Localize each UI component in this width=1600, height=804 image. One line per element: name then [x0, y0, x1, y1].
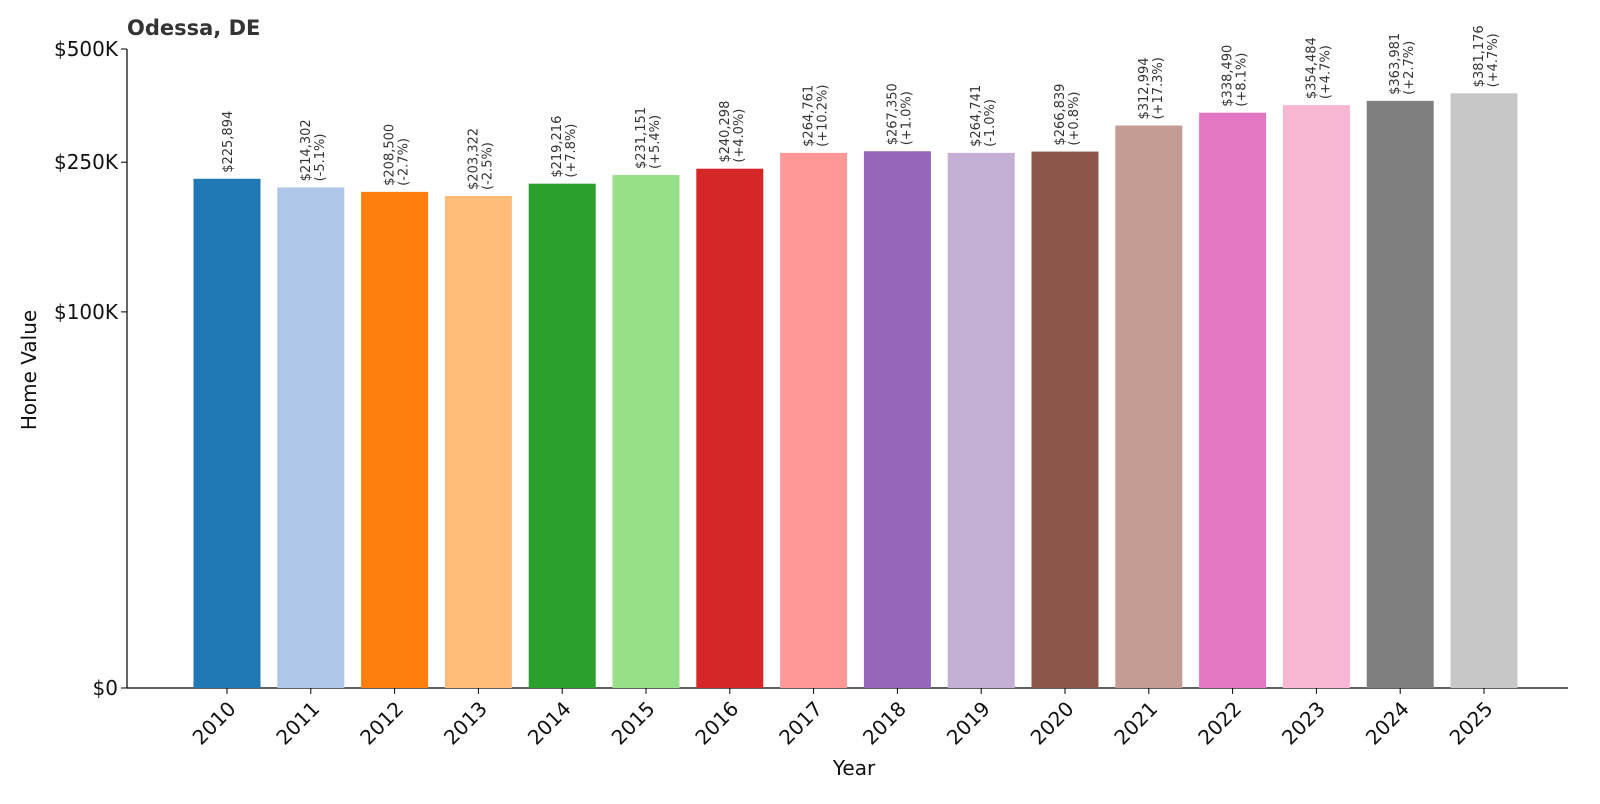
x-tick-label: 2016 [690, 697, 743, 750]
data-label-value: $219,216 [550, 116, 565, 178]
data-label-change: (+17.3%) [1151, 57, 1166, 119]
data-label-value: $231,151 [634, 107, 649, 169]
data-label-change: (+1.0%) [899, 91, 914, 145]
x-tick-label: 2011 [271, 697, 324, 750]
data-label-value: $214,302 [299, 119, 314, 181]
data-label-value: $203,322 [466, 128, 481, 190]
bar-2016 [696, 168, 764, 689]
data-label-change: (+10.2%) [816, 85, 831, 147]
y-tick-label: $500K [54, 37, 119, 61]
x-tick-label: 2025 [1445, 697, 1498, 750]
bar-2013 [444, 195, 512, 689]
data-label-value: $267,350 [885, 83, 900, 145]
data-label-change: (+0.8%) [1067, 91, 1082, 145]
x-tick-label: 2010 [188, 697, 241, 750]
data-label-change: (+8.1%) [1235, 53, 1250, 107]
y-tick-label: $0 [93, 676, 118, 700]
bar-2010 [193, 178, 261, 688]
data-label-change: (+4.7%) [1486, 33, 1501, 87]
data-label-value: $354,484 [1304, 37, 1319, 99]
bar-2020 [1031, 151, 1099, 688]
x-tick-label: 2014 [523, 697, 576, 750]
x-tick-label: 2013 [439, 697, 492, 750]
x-tick-label: 2015 [607, 697, 660, 750]
y-tick-label: $250K [54, 150, 119, 174]
data-label-value: $381,176 [1472, 25, 1487, 87]
bar-2023 [1282, 105, 1350, 689]
bar-2025 [1450, 93, 1518, 688]
bar-2022 [1199, 112, 1267, 688]
data-label-change: (+7.8%) [564, 124, 579, 178]
data-label-change: (-5.1%) [313, 134, 328, 182]
bar-2021 [1115, 125, 1183, 688]
x-tick-label: 2018 [858, 697, 911, 750]
data-label-value: $264,761 [802, 85, 817, 147]
y-tick-label: $100K [54, 300, 119, 324]
data-label-value: $266,839 [1053, 84, 1068, 146]
data-label-value: $363,981 [1388, 33, 1403, 95]
bar-2024 [1366, 100, 1434, 689]
data-label-value: $312,994 [1137, 57, 1152, 119]
bar-2018 [863, 151, 931, 688]
bar-2019 [947, 152, 1015, 689]
bar-2011 [277, 187, 345, 688]
x-tick-label: 2021 [1109, 697, 1162, 750]
y-axis-label: Home Value [17, 310, 41, 430]
data-label-change: (-1.0%) [983, 99, 998, 147]
data-label-change: (-2.5%) [480, 142, 495, 190]
chart-title: Odessa, DE [127, 16, 261, 40]
bar-2014 [528, 183, 596, 688]
data-label-value: $338,490 [1221, 45, 1236, 107]
bar-2017 [780, 152, 848, 689]
x-tick-label: 2023 [1277, 697, 1330, 750]
data-label-change: (+4.0%) [732, 109, 747, 163]
x-tick-label: 2024 [1361, 697, 1414, 750]
data-label-change: (-2.7%) [397, 138, 412, 186]
x-tick-label: 2020 [1026, 697, 1079, 750]
x-axis-label: Year [832, 756, 876, 780]
data-label-value: $225,894 [221, 111, 236, 173]
data-label-value: $264,741 [969, 85, 984, 147]
data-label-value: $208,500 [383, 124, 398, 186]
x-tick-label: 2022 [1193, 697, 1246, 750]
data-label-value: $240,298 [718, 101, 733, 163]
data-label-change: (+5.4%) [648, 115, 663, 169]
x-tick-label: 2019 [942, 697, 995, 750]
bar-2012 [361, 191, 429, 688]
x-tick-label: 2012 [355, 697, 408, 750]
data-label-change: (+4.7%) [1318, 45, 1333, 99]
data-label-change: (+2.7%) [1402, 41, 1417, 95]
bar-2015 [612, 175, 680, 688]
x-tick-label: 2017 [774, 697, 827, 750]
